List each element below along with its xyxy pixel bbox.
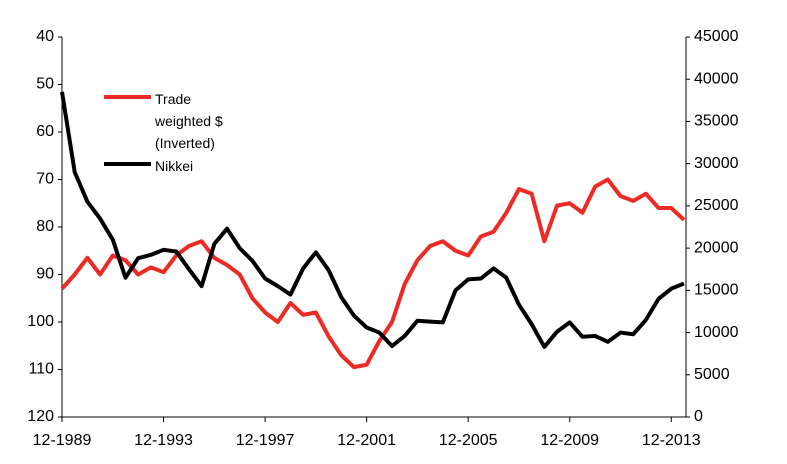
x-tick-label: 12-2009 [540,432,599,449]
y-tick-label: 110 [28,361,54,378]
series-line [60,91,685,349]
y2-tick-label: 25000 [694,197,739,214]
y-tick-label: 70 [36,171,54,188]
legend-label: Trade weighted $ (Inverted) [155,91,223,151]
y2-tick-label: 20000 [694,239,739,256]
y-tick-label: 60 [36,123,54,140]
y2-tick-label: 5000 [694,366,730,383]
y2-tick-label: 0 [694,408,703,425]
y-tick-label: 40 [36,28,54,45]
y2-tick-label: 35000 [694,113,739,130]
y2-tick-label: 30000 [694,155,739,172]
y2-tick-label: 15000 [694,282,739,299]
y-tick-label: 90 [36,266,54,283]
y2-tick-label: 10000 [694,324,739,341]
y-tick-label: 120 [27,408,54,425]
y-tick-label: 80 [36,218,54,235]
y2-tick-label: 45000 [694,28,739,45]
legend-label: Nikkei [155,158,194,174]
x-tick-label: 12-2013 [642,432,701,449]
y2-tick-label: 40000 [694,70,739,87]
x-tick-label: 12-1989 [33,432,92,449]
x-tick-label: 12-2001 [337,432,396,449]
x-tick-label: 12-1997 [236,432,295,449]
x-tick-label: 12-2005 [439,432,498,449]
x-tick-label: 12-1993 [134,432,193,449]
series-line [60,177,686,370]
y-tick-label: 100 [27,313,54,330]
y-tick-label: 50 [36,76,54,93]
